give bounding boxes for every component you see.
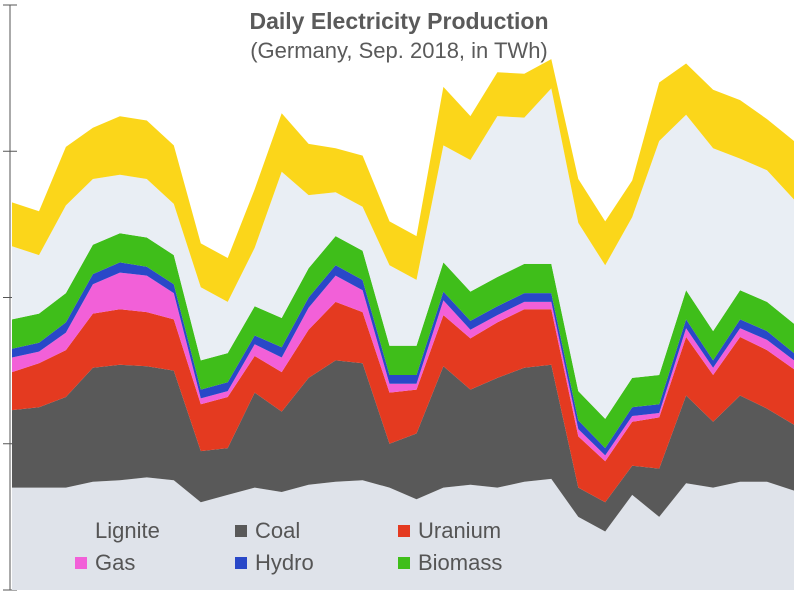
area-biomass	[12, 233, 794, 449]
legend-item-gas: Gas	[75, 550, 135, 576]
legend-swatch-hydro	[235, 557, 247, 569]
legend-label-hydro: Hydro	[255, 550, 314, 575]
legend-label-biomass: Biomass	[418, 550, 503, 575]
legend-swatch-lignite	[75, 525, 87, 537]
area-solar	[12, 59, 794, 302]
area-wind	[12, 88, 794, 419]
area-hydro	[12, 262, 794, 456]
area-coal	[12, 360, 794, 532]
area-series-group	[12, 59, 794, 590]
legend-swatch-gas	[75, 557, 87, 569]
chart-title: Daily Electricity Production	[249, 8, 549, 34]
legend-item-biomass: Biomass	[398, 550, 502, 576]
legend-label-lignite: Lignite	[95, 518, 160, 543]
legend-item-lignite: Lignite	[75, 518, 160, 544]
legend-label-uranium: Uranium	[418, 518, 502, 543]
legend-swatch-uranium	[398, 525, 410, 537]
area-uranium	[12, 301, 794, 503]
legend-item-coal: Coal	[235, 518, 300, 544]
legend-item-hydro: Hydro	[235, 550, 314, 576]
area-gas	[12, 272, 794, 462]
legend-swatch-biomass	[398, 557, 410, 569]
legend-swatch-coal	[235, 525, 247, 537]
legend-item-uranium: Uranium	[398, 518, 501, 544]
legend-label-coal: Coal	[255, 518, 301, 543]
legend-label-gas: Gas	[95, 550, 136, 575]
chart-subtitle: (Germany, Sep. 2018, in TWh)	[250, 38, 548, 63]
